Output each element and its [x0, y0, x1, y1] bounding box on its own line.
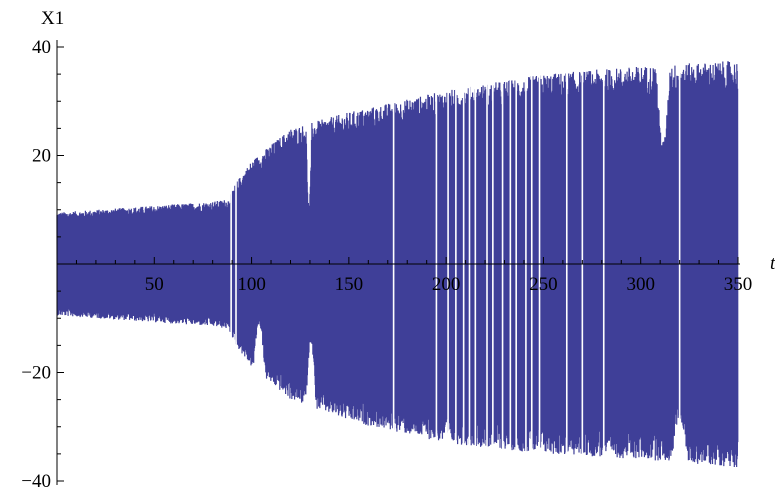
y-tick-label: 40: [32, 37, 51, 58]
y-tick-label: −20: [21, 363, 51, 384]
y-axis-label: X1: [41, 8, 64, 29]
x-tick-label: 200: [432, 274, 461, 295]
series-line: [56, 61, 739, 468]
axes: 50 100 150 200 250 300 350 −40 −20 20 40: [21, 37, 752, 488]
y-tick-label: −40: [21, 471, 51, 488]
x-axis-label: t: [770, 253, 775, 274]
y-tick-label: 20: [32, 146, 51, 167]
x-tick-label: 50: [145, 274, 164, 295]
x-tick-label: 150: [335, 274, 364, 295]
x-tick-label: 250: [529, 274, 558, 295]
x-tick-label: 350: [724, 274, 753, 295]
x-tick-label: 100: [237, 274, 266, 295]
x-tick-label: 300: [626, 274, 655, 295]
